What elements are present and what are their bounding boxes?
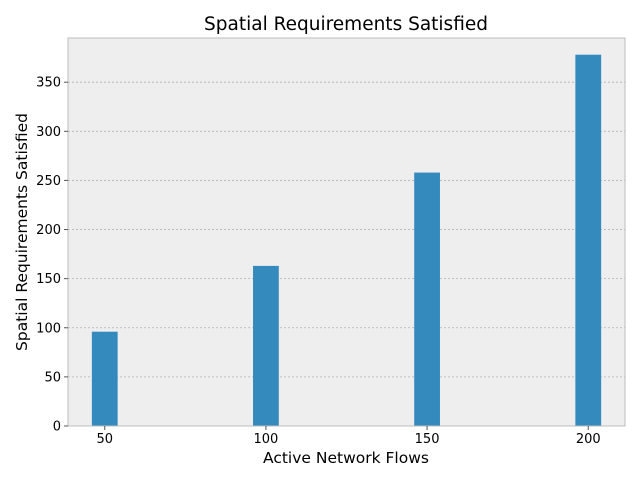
- plot-frame: [67, 37, 626, 427]
- y-tick-label: 350: [36, 76, 61, 91]
- chart-title: Spatial Requirements Satisfied: [204, 14, 488, 35]
- plot-area: [68, 38, 625, 426]
- bar: [414, 172, 440, 426]
- y-tick-label: 0: [53, 420, 61, 435]
- y-tick-label: 50: [44, 370, 61, 385]
- bar: [91, 331, 118, 426]
- gridlines: [68, 81, 625, 427]
- x-tick-label: 50: [96, 432, 113, 447]
- y-axis-title: Spatial Requirements Satisfied: [13, 113, 31, 351]
- x-tick-label: 150: [415, 432, 440, 447]
- x-axis-ticks: 50 100 150 200: [96, 426, 601, 447]
- y-tick-label: 250: [36, 174, 61, 189]
- x-tick-label: 100: [254, 432, 279, 447]
- x-tick-label: 200: [576, 432, 601, 447]
- bar: [253, 265, 279, 426]
- bars: [91, 54, 602, 427]
- y-tick-label: 150: [36, 272, 61, 287]
- y-tick-label: 100: [36, 321, 61, 336]
- y-tick-label: 200: [36, 223, 61, 238]
- bar: [575, 54, 602, 427]
- x-axis-title: Active Network Flows: [263, 449, 429, 467]
- y-tick-label: 300: [36, 125, 61, 140]
- y-axis-ticks: 0 50 100 150 200 250 300 350: [36, 76, 68, 435]
